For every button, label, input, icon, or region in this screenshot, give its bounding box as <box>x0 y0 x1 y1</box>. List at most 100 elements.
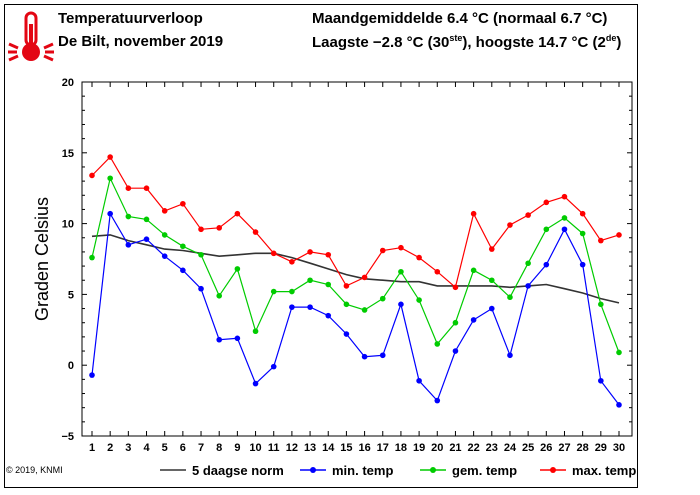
x-tick-label: 25 <box>522 442 534 454</box>
data-point-min-temp <box>307 304 313 310</box>
data-point-min-temp <box>180 267 186 274</box>
data-point-max-temp <box>579 210 586 217</box>
data-point-max-temp <box>507 222 513 228</box>
data-point-min-temp <box>125 242 132 248</box>
data-point-max-temp <box>452 284 459 291</box>
x-tick-label: 28 <box>577 442 589 454</box>
x-tick-label: 21 <box>449 442 461 454</box>
data-point-gem-temp <box>161 232 168 238</box>
x-tick-label: 6 <box>180 442 186 454</box>
data-point-max-temp <box>616 232 622 238</box>
data-point-gem-temp <box>561 215 568 221</box>
x-tick-label: 26 <box>540 442 552 454</box>
x-tick-label: 5 <box>162 442 168 454</box>
extremes-part1: Laagste −2.8 °C (30 <box>312 34 450 51</box>
data-point-min-temp <box>416 377 422 384</box>
data-point-max-temp <box>198 226 204 233</box>
data-point-gem-temp <box>379 295 386 302</box>
data-point-gem-temp <box>180 243 186 250</box>
x-tick-label: 27 <box>558 442 570 454</box>
x-tick-label: 7 <box>198 442 204 454</box>
data-point-min-temp <box>561 226 568 233</box>
data-point-max-temp <box>598 237 604 244</box>
data-point-min-temp <box>343 331 350 337</box>
data-point-gem-temp <box>507 294 513 301</box>
data-point-max-temp <box>161 208 168 214</box>
data-point-min-temp <box>579 261 586 268</box>
data-point-gem-temp <box>89 254 95 261</box>
data-point-min-temp <box>598 377 604 384</box>
x-tick-label: 24 <box>504 442 517 454</box>
data-point-min-temp <box>452 348 459 354</box>
data-point-gem-temp <box>470 267 477 274</box>
x-tick-label: 16 <box>358 442 370 454</box>
data-point-min-temp <box>488 305 495 312</box>
data-point-min-temp <box>525 283 531 289</box>
data-point-gem-temp <box>434 341 441 347</box>
data-point-gem-temp <box>270 288 277 295</box>
copyright: © 2019, KNMI <box>6 465 63 475</box>
data-point-gem-temp <box>598 301 604 308</box>
thermometer-icon <box>8 11 54 62</box>
data-point-min-temp <box>107 210 113 217</box>
x-tick-label: 29 <box>595 442 607 454</box>
data-point-gem-temp <box>452 319 459 326</box>
extremes-sup1: ste <box>449 33 463 43</box>
data-point-max-temp <box>343 283 350 289</box>
data-point-gem-temp <box>143 216 150 223</box>
data-point-max-temp <box>398 244 404 251</box>
extremes-sup2: de <box>605 33 617 43</box>
data-point-max-temp <box>125 185 132 191</box>
x-tick-label: 20 <box>431 442 443 454</box>
data-point-gem-temp <box>416 297 422 303</box>
data-point-max-temp <box>252 229 259 235</box>
y-tick-label: 20 <box>62 77 74 89</box>
data-point-gem-temp <box>252 328 259 335</box>
data-point-min-temp <box>198 285 204 292</box>
data-point-max-temp <box>525 212 531 218</box>
x-tick-label: 8 <box>216 442 222 454</box>
legend-label-5-daagse-norm: 5 daagse norm <box>192 463 284 478</box>
data-point-gem-temp <box>398 268 404 275</box>
x-tick-label: 19 <box>413 442 425 454</box>
series-line-5-daagse-norm <box>91 234 620 304</box>
legend-label-max-temp: max. temp <box>572 463 636 478</box>
x-tick-label: 1 <box>89 442 95 454</box>
extremes-part3: ) <box>616 34 622 51</box>
legend-marker-min-temp <box>310 467 316 473</box>
data-point-max-temp <box>270 250 277 257</box>
data-point-min-temp <box>161 253 168 259</box>
data-point-max-temp <box>180 200 186 207</box>
legend-marker-max-temp <box>550 467 556 473</box>
extremes-text: Laagste −2.8 °C (30ste), hoogste 14.7 °C… <box>312 33 621 51</box>
data-point-min-temp <box>543 261 550 268</box>
data-point-min-temp <box>434 397 441 404</box>
chart-subtitle: De Bilt, november 2019 <box>58 33 224 50</box>
x-tick-label: 4 <box>143 442 150 454</box>
data-point-max-temp <box>325 251 332 258</box>
data-point-max-temp <box>416 254 422 261</box>
plot-area <box>81 81 633 437</box>
data-point-max-temp <box>488 246 495 252</box>
y-tick-label: 0 <box>68 360 74 372</box>
data-point-max-temp <box>561 193 568 200</box>
data-point-gem-temp <box>107 175 113 182</box>
data-point-gem-temp <box>307 277 313 284</box>
x-tick-label: 23 <box>486 442 498 454</box>
data-point-min-temp <box>398 301 404 308</box>
data-point-gem-temp <box>525 260 531 267</box>
x-tick-label: 3 <box>125 442 131 454</box>
series-line-gem-temp <box>91 176 620 353</box>
y-tick-label: −5 <box>61 431 74 443</box>
y-tick-label: 10 <box>62 219 74 231</box>
data-point-gem-temp <box>325 281 332 288</box>
x-tick-label: 2 <box>107 442 113 454</box>
x-tick-label: 12 <box>286 442 298 454</box>
data-point-min-temp <box>252 380 259 387</box>
data-point-max-temp <box>543 199 550 206</box>
extremes-part2: ), hoogste 14.7 °C (2 <box>462 34 606 51</box>
data-point-min-temp <box>325 312 332 319</box>
x-tick-label: 14 <box>322 442 335 454</box>
data-point-max-temp <box>361 274 368 281</box>
